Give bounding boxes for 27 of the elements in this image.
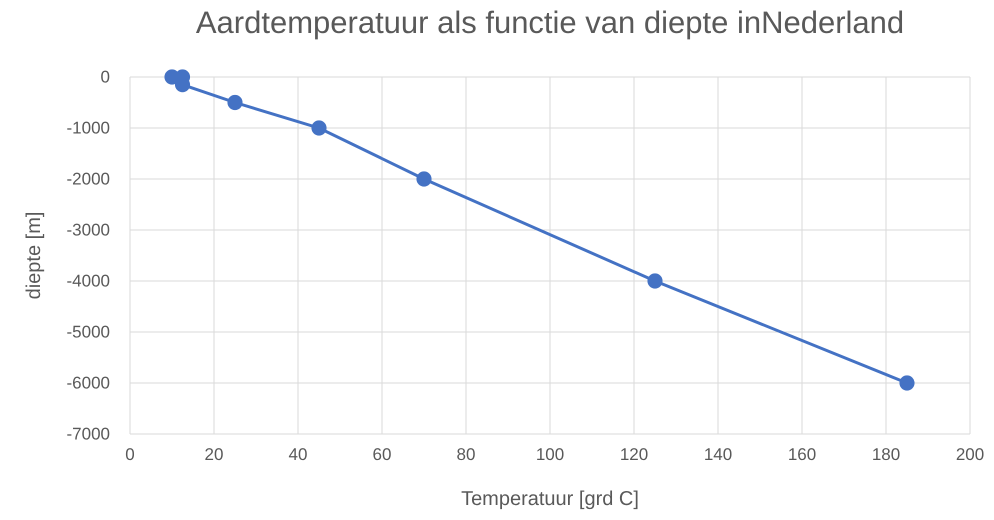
x-tick-label: 100 <box>536 445 564 464</box>
x-tick-label: 40 <box>288 445 308 464</box>
point <box>227 94 243 110</box>
y-tick-label: -3000 <box>66 220 110 240</box>
y-tick-label: -7000 <box>66 424 110 444</box>
x-tick-label: 20 <box>204 445 224 464</box>
y-axis-title: diepte [m] <box>23 212 45 300</box>
x-tick-label: 60 <box>372 445 392 464</box>
chart-title: Aardtemperatuur als functie van diepte inNederland <box>196 5 904 40</box>
x-tick-label: 0 <box>125 445 135 464</box>
y-tick-label: -4000 <box>66 271 110 290</box>
x-tick-label: 80 <box>456 445 476 464</box>
x-tick-label: 160 <box>788 445 816 464</box>
y-tick-label: -6000 <box>66 373 110 392</box>
x-tick-label: 140 <box>704 445 732 464</box>
y-tick-label: -2000 <box>66 169 110 188</box>
point <box>899 375 915 391</box>
x-tick-label: 180 <box>872 445 900 464</box>
x-axis-title: Temperatuur [grd C] <box>461 488 639 510</box>
y-tick-label: 0 <box>100 67 110 86</box>
point <box>311 120 327 136</box>
x-tick-label: 200 <box>956 445 984 464</box>
x-tick-label: 120 <box>620 445 648 464</box>
y-tick-label: -5000 <box>66 322 110 342</box>
point <box>647 273 663 289</box>
point <box>416 171 432 187</box>
y-tick-label: -1000 <box>66 118 110 138</box>
